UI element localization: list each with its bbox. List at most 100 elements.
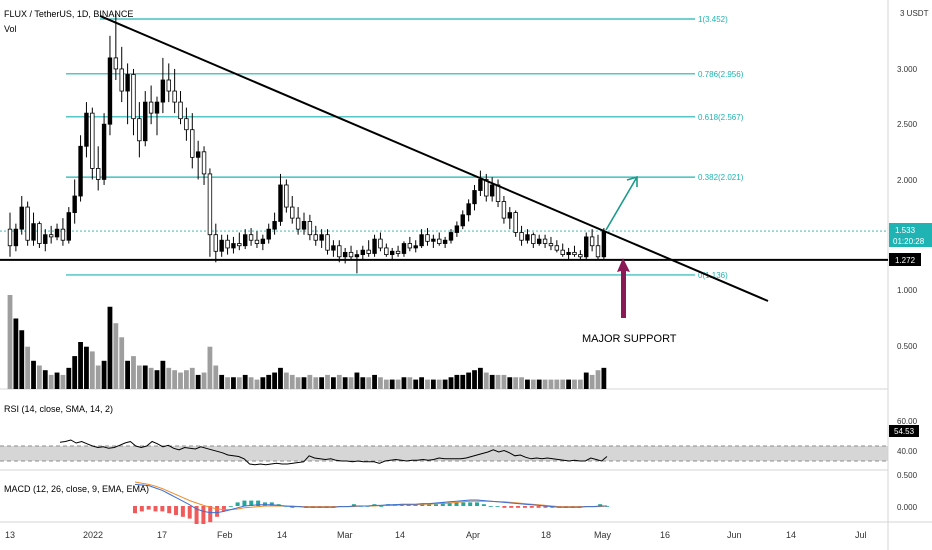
volume-bar [372,374,377,389]
macd-histogram-bar [475,502,480,506]
macd-histogram-bar [242,500,247,506]
volume-bar [131,356,136,389]
volume-bar [466,372,472,389]
volume-bar [589,374,595,389]
rsi-line-group [59,439,608,466]
volume-bar [60,374,66,389]
candle-body [13,228,19,247]
macd-histogram-bar [351,504,356,506]
volume-bar [407,377,413,389]
candle-body [572,251,577,255]
candle-body [72,195,77,213]
candle-body [489,184,495,197]
volume-bar [395,379,401,389]
macd-histogram-bar [174,506,179,515]
candle-body [219,239,224,252]
macd-histogram-bar [249,500,254,506]
candle-body [154,101,160,114]
candle-body [96,167,101,180]
support-arrow[interactable] [617,258,630,318]
volume-bar [495,374,501,389]
candle-body [201,151,207,175]
volume-bar [242,374,248,389]
macd-histogram-bar [153,506,158,512]
volume-bar [289,374,295,389]
volume-bar [25,346,31,389]
macd-label[interactable]: MACD (12, 26, close, 9, EMA, EMA) [4,484,149,494]
fib-retracement[interactable]: 1(3.452) 0.786(2.956) 0.618(2.567) 0.382(2.… [0,15,888,280]
volume-bar [195,374,201,389]
volume-bar [172,370,178,389]
candle-body [495,184,501,202]
macd-histogram-bar [180,506,185,517]
currency-label[interactable]: 3 USDT [900,9,929,18]
volume-bar [278,367,283,389]
descending-trendline[interactable] [99,14,769,302]
volume-bar [448,377,454,389]
volume-bar [301,377,307,389]
volume-bar [160,360,166,389]
fib-level-label: 0.786(2.956) [698,70,744,79]
macd-group [133,481,609,524]
volume-bar [189,367,195,389]
volume-bar [295,377,301,389]
volume-bar [360,377,366,389]
candle-body [425,234,430,242]
rsi-label[interactable]: RSI (14, close, SMA, 14, 2) [4,404,113,414]
volume-bar [113,323,119,389]
price-tick: 0.500 [897,342,918,351]
volume-bar [501,374,507,389]
candle-body [389,250,395,255]
candle-body [478,179,483,191]
macd-histogram-bar [269,502,274,506]
volume-bar [519,377,524,389]
support-price: 1.272 [895,256,916,265]
volume-bar [436,379,442,389]
vol-label[interactable]: Vol [4,24,17,34]
candle-body [119,68,124,92]
volume-bar [331,377,336,389]
volume-bar [478,367,483,389]
bar-countdown: 01:20:28 [893,237,925,246]
candle-body [195,151,201,158]
candle-body [584,236,589,258]
volume-bar [595,370,601,389]
candle-body [237,243,242,247]
candle-body [542,238,548,244]
macd-histogram-bar [502,506,507,508]
macd-histogram-bar [522,506,527,508]
candle-body [207,173,213,236]
macd-histogram-bar [256,500,261,506]
fib-level-label: 0.618(2.567) [698,113,744,122]
candle-body [290,206,295,219]
volume-bar [31,360,36,389]
time-label: 18 [541,530,551,540]
candle-body [442,239,448,244]
volume-bar [583,372,589,389]
candle-body [184,118,189,131]
candle-body [548,243,554,247]
macd-histogram-bar [420,504,425,506]
volume-bar [48,374,54,389]
candle-body [137,118,142,142]
symbol-title[interactable]: FLUX / TetherUS, 1D, BINANCE [4,9,133,19]
last-price: 1.533 [895,226,916,235]
candle-body [407,243,413,249]
volume-bar [425,379,430,389]
rsi-value-badge [889,425,919,437]
macd-histogram-bar [235,502,240,506]
volume-bar [66,367,72,389]
candle-body [560,249,565,255]
candle-body [301,221,307,230]
breakout-arrow[interactable] [605,176,638,231]
candle-body [242,234,248,247]
candle-body [143,101,148,142]
volume-bar [95,365,101,389]
candle-body [513,212,518,233]
candle-body [66,212,71,241]
price-tick: 3.000 [897,65,918,74]
volume-bar [378,377,383,389]
macd-histogram-bar [194,506,199,524]
